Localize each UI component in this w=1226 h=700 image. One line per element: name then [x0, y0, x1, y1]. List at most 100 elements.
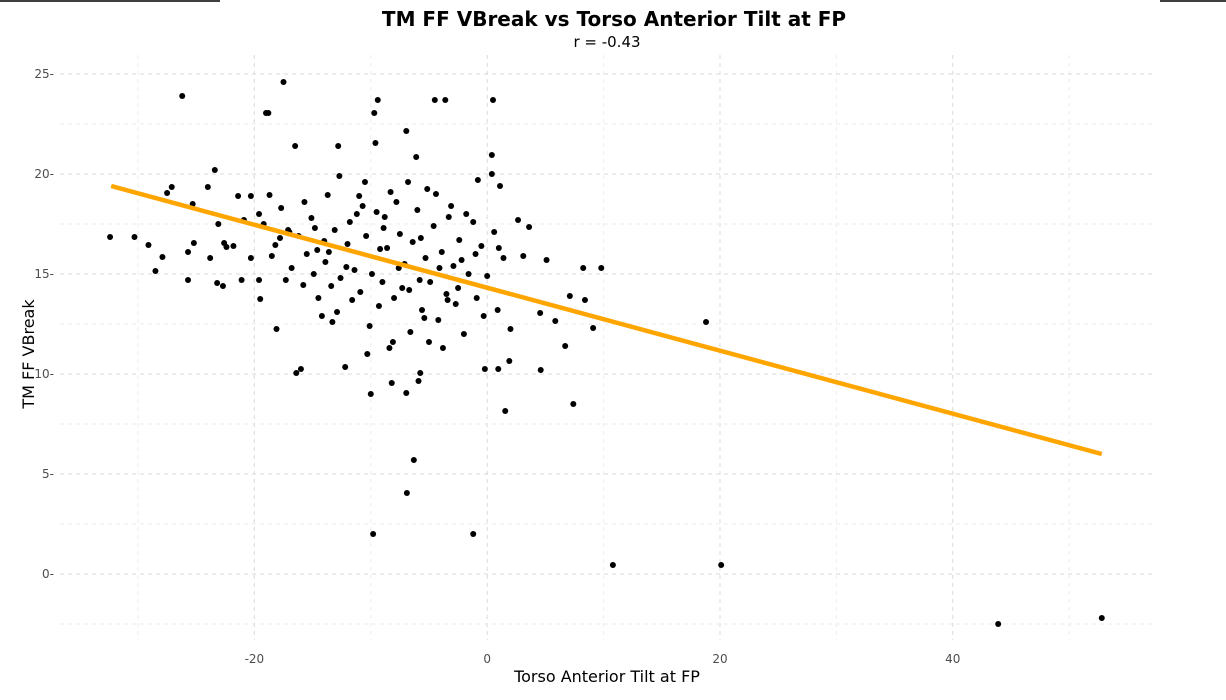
data-point: [580, 265, 587, 271]
data-point: [164, 190, 171, 196]
data-point: [349, 297, 356, 303]
data-point: [211, 167, 218, 173]
data-point: [435, 317, 442, 323]
data-point: [207, 255, 214, 261]
y-axis-ticks: 0- 5- 10- 15- 20- 25-: [34, 67, 54, 581]
data-point: [570, 401, 577, 407]
data-point: [491, 229, 498, 235]
data-point: [443, 291, 450, 297]
data-point: [442, 97, 449, 103]
data-point: [439, 345, 446, 351]
chart-title: TM FF VBreak vs Torso Anterior Tilt at F…: [382, 7, 846, 31]
data-point: [490, 97, 497, 103]
data-point: [356, 193, 363, 199]
data-point: [396, 231, 403, 237]
data-point: [159, 254, 166, 260]
data-point: [315, 295, 322, 301]
data-point: [425, 339, 432, 345]
data-point: [372, 140, 379, 146]
data-point: [238, 277, 245, 283]
data-point: [543, 257, 550, 263]
data-point: [344, 241, 351, 247]
data-point: [458, 257, 465, 263]
data-point: [496, 183, 503, 189]
data-point: [329, 319, 336, 325]
data-point: [300, 282, 307, 288]
data-point: [537, 367, 544, 373]
data-point: [368, 271, 375, 277]
data-point: [470, 219, 477, 225]
data-point: [393, 199, 400, 205]
data-point: [470, 531, 477, 537]
data-point: [343, 264, 350, 270]
data-point: [185, 277, 192, 283]
data-point: [703, 319, 710, 325]
data-point: [366, 323, 373, 329]
data-point: [107, 234, 114, 240]
data-point: [318, 313, 325, 319]
data-point: [406, 287, 413, 293]
data-point: [288, 265, 295, 271]
x-tick-label: 20: [712, 652, 727, 666]
data-point: [598, 265, 605, 271]
data-point: [256, 211, 263, 217]
data-point: [480, 313, 487, 319]
data-point: [386, 345, 393, 351]
data-point: [322, 259, 329, 265]
regression-line: [110, 183, 1103, 457]
x-axis-ticks: -20 0 20 40: [245, 652, 961, 666]
y-tick-label: 25-: [34, 67, 54, 81]
data-point: [438, 249, 445, 255]
data-point: [473, 295, 480, 301]
data-point: [581, 297, 588, 303]
data-point: [346, 219, 353, 225]
data-point: [179, 93, 186, 99]
data-point: [168, 184, 175, 190]
data-point: [478, 243, 485, 249]
y-tick-label: 0-: [42, 567, 54, 581]
data-point: [609, 562, 616, 568]
data-point: [272, 242, 279, 248]
data-point: [391, 295, 398, 301]
grid: [60, 55, 1153, 640]
x-tick-label: -20: [245, 652, 265, 666]
data-point: [190, 240, 197, 246]
data-point: [424, 186, 431, 192]
data-point: [463, 211, 470, 217]
data-point: [422, 255, 429, 261]
data-point: [410, 457, 417, 463]
y-tick-label: 15-: [34, 267, 54, 281]
data-point: [445, 214, 452, 220]
data-point: [488, 152, 495, 158]
data-point: [359, 203, 366, 209]
data-point: [223, 244, 230, 250]
data-point: [995, 621, 1002, 627]
data-point: [357, 289, 364, 295]
data-point: [488, 171, 495, 177]
data-point: [506, 358, 513, 364]
data-point: [301, 199, 308, 205]
data-point: [280, 79, 287, 85]
data-point: [375, 303, 382, 309]
data-point: [381, 214, 388, 220]
data-point: [311, 225, 318, 231]
data-point: [465, 271, 472, 277]
data-point: [363, 233, 370, 239]
data-point: [455, 285, 462, 291]
data-point: [325, 249, 332, 255]
data-point: [364, 351, 371, 357]
y-tick-label: 5-: [42, 467, 54, 481]
data-point: [367, 391, 374, 397]
data-point: [374, 97, 381, 103]
data-point: [219, 283, 226, 289]
data-point: [472, 251, 479, 257]
chart-subtitle: r = -0.43: [573, 33, 640, 51]
data-point: [537, 310, 544, 316]
data-point: [331, 227, 338, 233]
y-tick-label: 20-: [34, 167, 54, 181]
data-point: [336, 173, 343, 179]
data-point: [371, 110, 378, 116]
data-point: [324, 192, 331, 198]
data-point: [266, 192, 273, 198]
data-point: [419, 307, 426, 313]
